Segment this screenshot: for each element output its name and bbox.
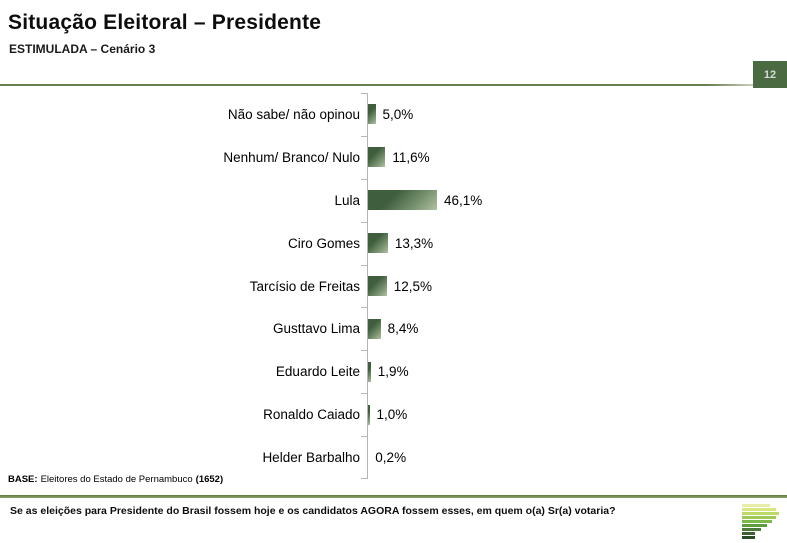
page-number-badge: 12 (753, 61, 787, 88)
axis-tick (361, 350, 367, 351)
bar-area: 1,0% (368, 404, 408, 425)
chart-rows: Não sabe/ não opinou 5,0% Nenhum/ Branco/ … (0, 93, 787, 479)
logo-bar (742, 504, 770, 507)
bar (368, 404, 370, 425)
logo-bar (742, 512, 779, 515)
chart-row: Helder Barbalho 0,2% (0, 436, 787, 479)
bar-area: 1,9% (368, 361, 409, 382)
value-label: 11,6% (392, 149, 430, 165)
bar (368, 276, 387, 296)
category-label: Gusttavo Lima (272, 321, 360, 337)
base-note: BASE: Eleitores do Estado de Pernambuco (1… (8, 474, 223, 485)
axis-tick (361, 265, 367, 266)
bar-area: 5,0% (368, 104, 414, 125)
axis-tick (361, 436, 367, 437)
value-label: 12,5% (393, 278, 432, 294)
logo-bar (742, 508, 776, 511)
chart-axis (367, 93, 368, 479)
bar-area: 12,5% (368, 276, 432, 296)
category-label: Ronaldo Caiado (263, 407, 360, 423)
value-label: 13,3% (394, 235, 434, 251)
bar-area: 11,6% (368, 147, 430, 168)
institute-logo (742, 504, 779, 539)
bar-area: 46,1% (368, 190, 483, 211)
page-subtitle: ESTIMULADA – Cenário 3 (9, 42, 156, 56)
category-label: Helder Barbalho (262, 450, 360, 466)
logo-bar (742, 532, 755, 535)
bar-chart: Não sabe/ não opinou 5,0% Nenhum/ Branco/ … (0, 93, 787, 479)
category-label: Nenhum/ Branco/ Nulo (223, 149, 360, 165)
chart-row: Ciro Gomes 13,3% (0, 222, 787, 265)
bar (368, 147, 386, 168)
value-label: 46,1% (444, 192, 483, 208)
bar-area: 13,3% (368, 233, 434, 254)
bar (368, 104, 376, 125)
value-label: 8,4% (387, 321, 419, 337)
bar (368, 233, 388, 254)
value-label: 0,2% (375, 450, 407, 466)
bar-area: 0,2% (368, 447, 407, 468)
chart-row: Ronaldo Caiado 1,0% (0, 393, 787, 436)
page-title: Situação Eleitoral – Presidente (8, 11, 322, 34)
footer-divider (0, 495, 787, 498)
logo-bar (742, 528, 761, 531)
logo-bar (742, 520, 772, 523)
bar-area: 8,4% (368, 318, 419, 339)
logo-bar (742, 524, 767, 527)
axis-tick (361, 222, 367, 223)
chart-row: Não sabe/ não opinou 5,0% (0, 93, 787, 136)
axis-tick (361, 136, 367, 137)
value-label: 1,9% (377, 364, 409, 380)
axis-tick (361, 393, 367, 394)
base-count: (1652) (195, 474, 224, 485)
bar (368, 318, 381, 339)
category-label: Não sabe/ não opinou (227, 106, 360, 122)
value-label: 5,0% (382, 106, 414, 122)
category-label: Eduardo Leite (275, 364, 360, 380)
chart-row: Gusttavo Lima 8,4% (0, 307, 787, 350)
logo-bar (742, 516, 776, 519)
logo-bar (742, 536, 755, 539)
chart-row: Eduardo Leite 1,9% (0, 350, 787, 393)
chart-row: Nenhum/ Branco/ Nulo 11,6% (0, 136, 787, 179)
category-label: Ciro Gomes (287, 235, 360, 251)
axis-tick (361, 179, 367, 180)
base-label: BASE: (8, 474, 38, 485)
bar (368, 361, 371, 382)
chart-row: Tarcísio de Freitas 12,5% (0, 265, 787, 308)
base-text: Eleitores do Estado de Pernambuco (40, 474, 193, 485)
axis-tick (361, 478, 367, 479)
survey-question: Se as eleições para Presidente do Brasil… (10, 505, 616, 517)
category-label: Lula (334, 192, 360, 208)
value-label: 1,0% (376, 407, 408, 423)
chart-row: Lula 46,1% (0, 179, 787, 222)
category-label: Tarcísio de Freitas (249, 278, 360, 294)
axis-tick (361, 307, 367, 308)
header-divider (0, 84, 787, 86)
axis-tick (361, 93, 367, 94)
bar (368, 190, 437, 211)
